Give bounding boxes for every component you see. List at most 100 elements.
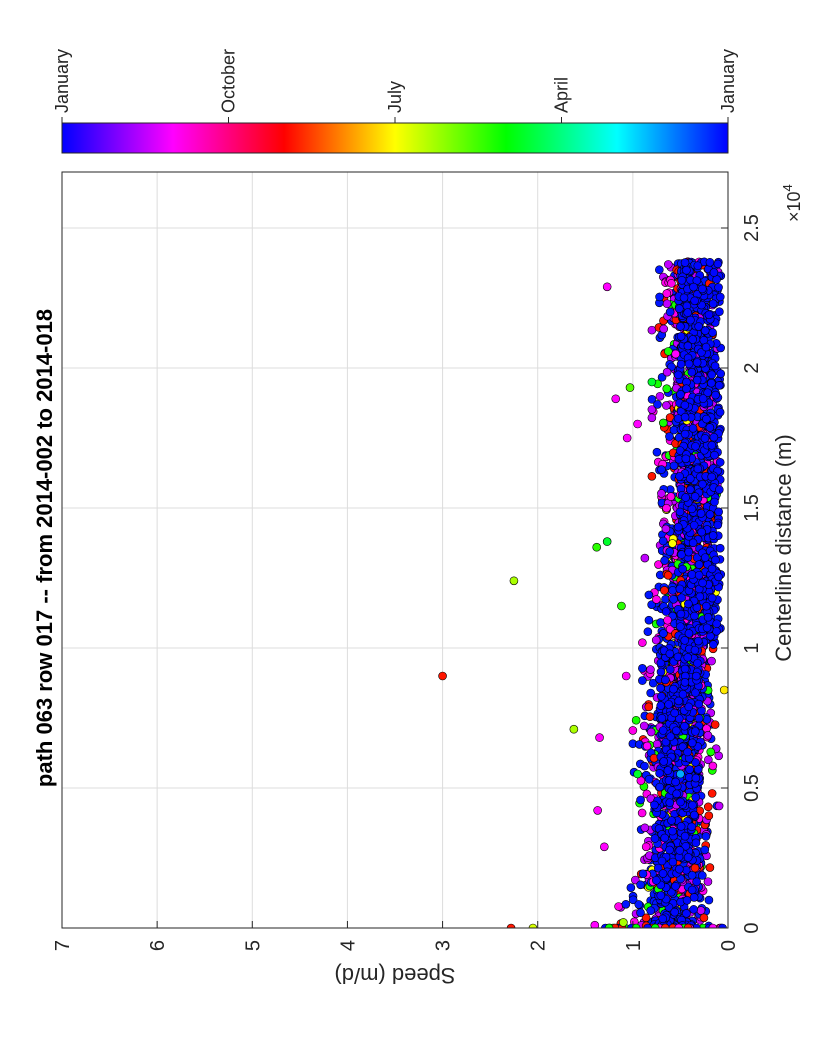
data-point (669, 461, 679, 471)
x-tick-label: 1 (741, 642, 763, 653)
data-point (683, 853, 693, 862)
data-point (691, 838, 701, 848)
data-point (644, 702, 654, 712)
data-point (680, 664, 690, 674)
data-point (604, 923, 614, 928)
colorbar: January October July April January (52, 49, 738, 154)
data-point (707, 472, 716, 482)
data-point (676, 822, 686, 831)
data-point (677, 275, 687, 285)
data-point (650, 923, 660, 928)
data-point (692, 877, 701, 887)
data-point (671, 349, 680, 359)
data-point (706, 631, 715, 641)
data-point (676, 797, 685, 807)
data-point (684, 702, 694, 712)
plot-background (62, 172, 728, 928)
data-point (668, 826, 677, 836)
data-point (676, 359, 686, 369)
data-point (665, 665, 675, 674)
data-point (693, 658, 702, 668)
x-tick-label: 0 (741, 922, 763, 933)
data-point (671, 881, 680, 891)
data-point (715, 292, 725, 302)
data-point (682, 909, 691, 918)
data-point (704, 310, 714, 320)
data-point (680, 831, 690, 841)
y-tick-label: 7 (52, 940, 74, 951)
data-point (667, 816, 676, 825)
data-point (702, 414, 711, 424)
data-point (669, 684, 678, 694)
data-point (642, 741, 652, 751)
data-point (662, 401, 671, 410)
data-point (689, 905, 698, 914)
data-point (686, 474, 695, 483)
data-point (715, 485, 724, 494)
data-point (693, 261, 703, 271)
data-point (656, 667, 666, 677)
data-point (680, 636, 690, 645)
data-point (666, 492, 676, 501)
data-point (631, 715, 641, 725)
data-point (636, 795, 645, 805)
data-point (703, 388, 712, 397)
data-point (703, 731, 713, 740)
data-point (602, 537, 612, 546)
data-point (691, 442, 700, 451)
data-point (700, 845, 710, 855)
data-point (639, 721, 649, 731)
data-point (703, 802, 713, 812)
data-point (709, 640, 718, 649)
data-point (687, 367, 697, 377)
data-point (680, 400, 690, 410)
data-point (710, 450, 719, 460)
data-point (665, 432, 674, 441)
data-point (633, 769, 642, 779)
data-point (646, 688, 655, 698)
data-point (689, 282, 698, 292)
data-point (709, 268, 719, 277)
data-point (719, 685, 728, 695)
data-point (702, 601, 711, 611)
colorbar-label: July (385, 81, 405, 113)
x-tick-label: 2 (741, 362, 763, 373)
data-point (694, 570, 704, 580)
data-point (710, 497, 719, 507)
data-point (648, 678, 658, 688)
data-point (711, 555, 720, 565)
data-point (595, 733, 604, 742)
data-point (665, 845, 674, 855)
data-point (711, 390, 720, 400)
data-point (661, 607, 671, 616)
data-point (704, 755, 713, 765)
data-point (665, 798, 675, 807)
data-point (655, 782, 665, 792)
data-point (665, 307, 675, 317)
data-point (680, 721, 689, 731)
data-point (715, 543, 725, 553)
data-point (700, 434, 710, 443)
data-point (683, 653, 693, 662)
data-point (688, 800, 697, 810)
data-point (647, 377, 657, 387)
data-point (689, 810, 699, 820)
data-point (691, 773, 701, 783)
data-point (676, 322, 685, 331)
data-point (705, 258, 715, 267)
data-point (663, 571, 673, 580)
data-point (644, 774, 654, 784)
data-point (715, 407, 725, 417)
data-point (662, 503, 671, 513)
gridlines (62, 172, 728, 928)
data-point (667, 279, 676, 288)
data-point (688, 424, 698, 433)
data-point (643, 923, 653, 928)
data-point (690, 611, 699, 621)
data-point (697, 527, 706, 537)
data-point (690, 296, 700, 306)
data-point (693, 636, 703, 646)
data-point (680, 412, 690, 422)
data-point (681, 454, 691, 464)
data-point (660, 923, 670, 928)
